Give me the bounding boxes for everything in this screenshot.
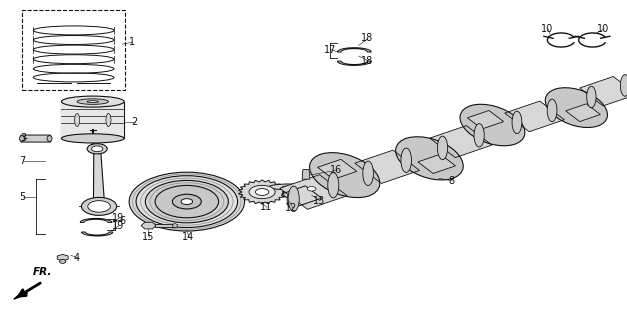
Circle shape [87,144,107,154]
Text: 5: 5 [19,192,25,202]
Ellipse shape [310,153,380,197]
Ellipse shape [106,114,111,126]
Polygon shape [80,219,112,222]
Text: 6: 6 [119,216,125,226]
Polygon shape [337,48,371,52]
Text: FR.: FR. [33,267,52,277]
Text: 19: 19 [112,220,124,231]
Circle shape [181,199,192,204]
Ellipse shape [474,124,484,147]
Circle shape [297,181,326,196]
Polygon shape [505,101,564,132]
Ellipse shape [75,114,80,126]
Polygon shape [355,150,419,183]
Text: 4: 4 [74,252,80,263]
Ellipse shape [396,137,463,180]
Polygon shape [141,222,156,229]
Text: 8: 8 [448,176,455,186]
Circle shape [129,172,245,231]
Circle shape [255,188,269,196]
Text: 2: 2 [132,117,138,127]
Ellipse shape [77,99,108,104]
Text: 16: 16 [330,165,342,175]
Polygon shape [566,104,600,122]
Ellipse shape [438,136,448,160]
Circle shape [155,185,219,218]
Polygon shape [579,76,627,106]
Ellipse shape [288,186,299,212]
Circle shape [136,176,238,228]
Circle shape [92,146,103,152]
Circle shape [249,185,275,199]
Ellipse shape [172,224,177,228]
Polygon shape [57,254,68,261]
Ellipse shape [87,101,98,102]
Polygon shape [14,291,28,299]
Circle shape [82,197,117,215]
Ellipse shape [60,260,66,263]
Text: 7: 7 [19,156,25,166]
Ellipse shape [401,148,411,172]
Polygon shape [302,170,310,179]
Ellipse shape [545,88,608,127]
Text: 1: 1 [129,37,135,47]
Polygon shape [82,232,113,236]
Ellipse shape [19,136,24,141]
Text: 12: 12 [285,203,298,213]
Text: 10: 10 [540,24,553,34]
Ellipse shape [460,104,525,146]
Ellipse shape [328,172,339,198]
Text: 18: 18 [361,56,373,66]
Polygon shape [282,186,322,206]
Ellipse shape [620,75,627,96]
Ellipse shape [61,96,124,107]
Polygon shape [429,126,492,157]
Text: 13: 13 [313,196,325,206]
Circle shape [307,187,316,191]
Text: 11: 11 [260,202,272,212]
Text: 14: 14 [182,232,194,243]
Circle shape [303,184,320,193]
Polygon shape [468,110,503,129]
Circle shape [145,180,228,223]
FancyBboxPatch shape [21,135,51,142]
Polygon shape [418,154,455,173]
Ellipse shape [363,161,374,186]
Polygon shape [337,61,371,65]
Polygon shape [318,159,357,180]
Ellipse shape [282,186,297,188]
Ellipse shape [512,111,522,134]
Bar [61,102,124,139]
Bar [155,224,175,227]
Text: 3: 3 [20,133,26,143]
Bar [22,10,125,90]
Polygon shape [238,180,286,204]
Circle shape [172,194,201,209]
Ellipse shape [287,193,293,207]
Ellipse shape [587,86,596,108]
Text: 17: 17 [324,44,336,55]
Polygon shape [280,175,347,209]
Text: 19: 19 [112,213,124,223]
Text: 15: 15 [142,232,154,243]
Ellipse shape [269,184,310,190]
Circle shape [88,201,110,212]
Ellipse shape [47,136,52,141]
Text: 18: 18 [361,33,373,44]
Polygon shape [93,149,105,206]
Ellipse shape [547,99,557,122]
Text: 10: 10 [597,24,609,34]
Ellipse shape [61,134,124,143]
Ellipse shape [269,191,310,197]
